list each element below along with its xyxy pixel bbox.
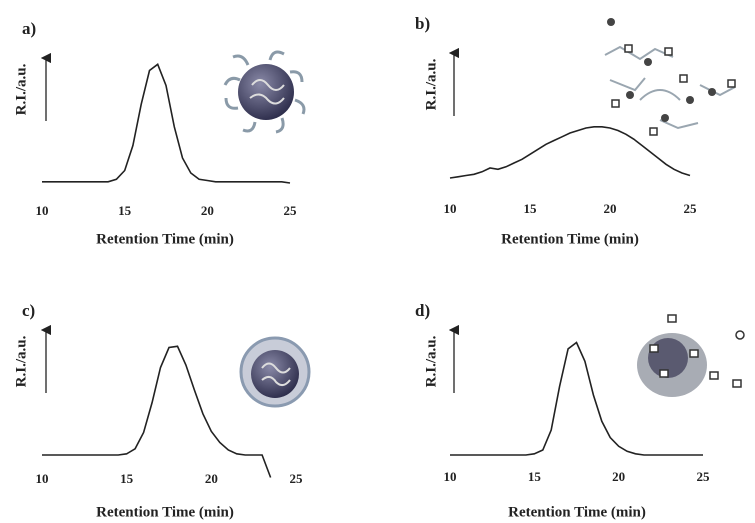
x-axis-label: Retention Time (min) bbox=[501, 231, 639, 247]
x-tick-label: 10 bbox=[36, 471, 49, 486]
trace bbox=[42, 345, 272, 478]
x-tick-label: 20 bbox=[205, 471, 218, 486]
x-tick-label: 15 bbox=[118, 203, 132, 218]
trace bbox=[42, 63, 291, 184]
x-tick-label: 10 bbox=[36, 203, 49, 218]
micelle-cartoon-a bbox=[223, 50, 306, 134]
polymer-cartoon-b bbox=[604, 18, 736, 136]
panel-label: b) bbox=[415, 14, 430, 33]
panel-label: a) bbox=[22, 19, 36, 38]
x-tick-label: 20 bbox=[612, 469, 625, 484]
trace bbox=[449, 126, 691, 179]
panel-label: c) bbox=[22, 301, 35, 320]
panel-label: d) bbox=[415, 301, 430, 320]
x-tick-label: 25 bbox=[284, 203, 298, 218]
x-axis-label: Retention Time (min) bbox=[508, 504, 646, 520]
x-tick-label: 20 bbox=[201, 203, 214, 218]
y-axis-label: R.I./a.u. bbox=[13, 63, 29, 115]
x-tick-label: 15 bbox=[524, 201, 538, 216]
y-axis-label: R.I./a.u. bbox=[423, 335, 439, 387]
x-tick-label: 15 bbox=[120, 471, 134, 486]
x-tick-label: 15 bbox=[528, 469, 542, 484]
y-axis-label: R.I./a.u. bbox=[13, 335, 29, 387]
micelle-cartoon-d bbox=[637, 314, 745, 397]
x-axis-label: Retention Time (min) bbox=[96, 231, 234, 247]
micelle-cartoon-c bbox=[239, 336, 311, 408]
x-tick-label: 25 bbox=[290, 471, 304, 486]
trace bbox=[450, 341, 703, 456]
x-tick-label: 10 bbox=[444, 201, 457, 216]
x-tick-label: 10 bbox=[444, 469, 457, 484]
x-tick-label: 20 bbox=[604, 201, 617, 216]
x-tick-label: 25 bbox=[697, 469, 711, 484]
y-axis-label: R.I./a.u. bbox=[423, 58, 439, 110]
x-axis-label: Retention Time (min) bbox=[96, 504, 234, 520]
x-tick-label: 25 bbox=[684, 201, 698, 216]
